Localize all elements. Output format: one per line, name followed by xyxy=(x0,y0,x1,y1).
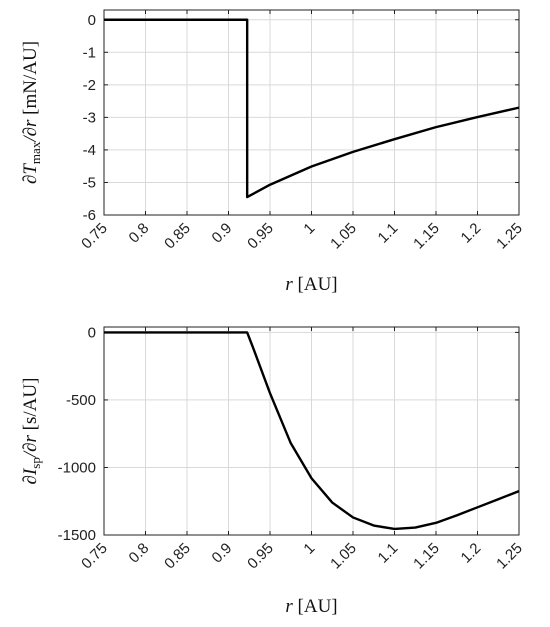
x-axis-label: r [AU] xyxy=(285,274,337,295)
x-tick-label: 0.95 xyxy=(244,540,277,573)
x-axis-label: r [AU] xyxy=(285,596,337,617)
x-tick-label: 0.8 xyxy=(126,220,153,247)
series-line xyxy=(104,18,520,199)
x-tick-label: 1.2 xyxy=(458,220,485,247)
y-tick-label: -4 xyxy=(83,142,96,159)
x-tick-label: 0.85 xyxy=(161,220,194,253)
y-tick-label: 0 xyxy=(88,324,96,341)
x-tick-label: 1.2 xyxy=(458,540,485,567)
y-tick-label: -5 xyxy=(83,174,96,191)
x-tick-label: 1.15 xyxy=(410,220,443,253)
x-tick-label: 1.05 xyxy=(327,220,360,253)
x-tick-label: 0.75 xyxy=(78,220,111,253)
x-tick-label: 1 xyxy=(300,220,318,238)
y-tick-label: 0 xyxy=(88,12,96,29)
y-tick-label: -1 xyxy=(83,44,96,61)
y-tick-label: -2 xyxy=(83,77,96,94)
x-tick-label: 1.15 xyxy=(410,540,443,573)
x-tick-label: 1.25 xyxy=(493,540,526,573)
y-tick-label: -1500 xyxy=(58,527,96,544)
y-axis-label: ∂Isp/∂r [s/AU] xyxy=(20,378,43,485)
y-tick-label: -6 xyxy=(83,207,96,224)
x-tick-label: 1.1 xyxy=(375,540,402,567)
x-tick-label: 0.75 xyxy=(78,540,111,573)
x-tick-label: 1 xyxy=(300,540,318,558)
y-tick-label: -1000 xyxy=(58,459,96,476)
x-tick-label: 1.25 xyxy=(493,220,526,253)
x-tick-label: 0.9 xyxy=(209,540,236,567)
x-tick-label: 0.8 xyxy=(126,540,153,567)
y-axis-label: ∂Tmax/∂r [mN/AU] xyxy=(20,41,43,184)
x-tick-label: 0.85 xyxy=(161,540,194,573)
x-tick-label: 0.9 xyxy=(209,220,236,247)
y-tick-label: -500 xyxy=(66,392,96,409)
x-tick-label: 1.05 xyxy=(327,540,360,573)
chart-panel-1: 0 -1 -2 -3 -4 -5 -60.75 0.8 0.85 0.9 0.95 1 1.05 1.1 1… xyxy=(20,9,526,295)
series-line xyxy=(104,331,520,531)
y-tick-label: -3 xyxy=(83,109,96,126)
x-tick-label: 1.1 xyxy=(375,220,402,247)
x-tick-label: 0.95 xyxy=(244,220,277,253)
